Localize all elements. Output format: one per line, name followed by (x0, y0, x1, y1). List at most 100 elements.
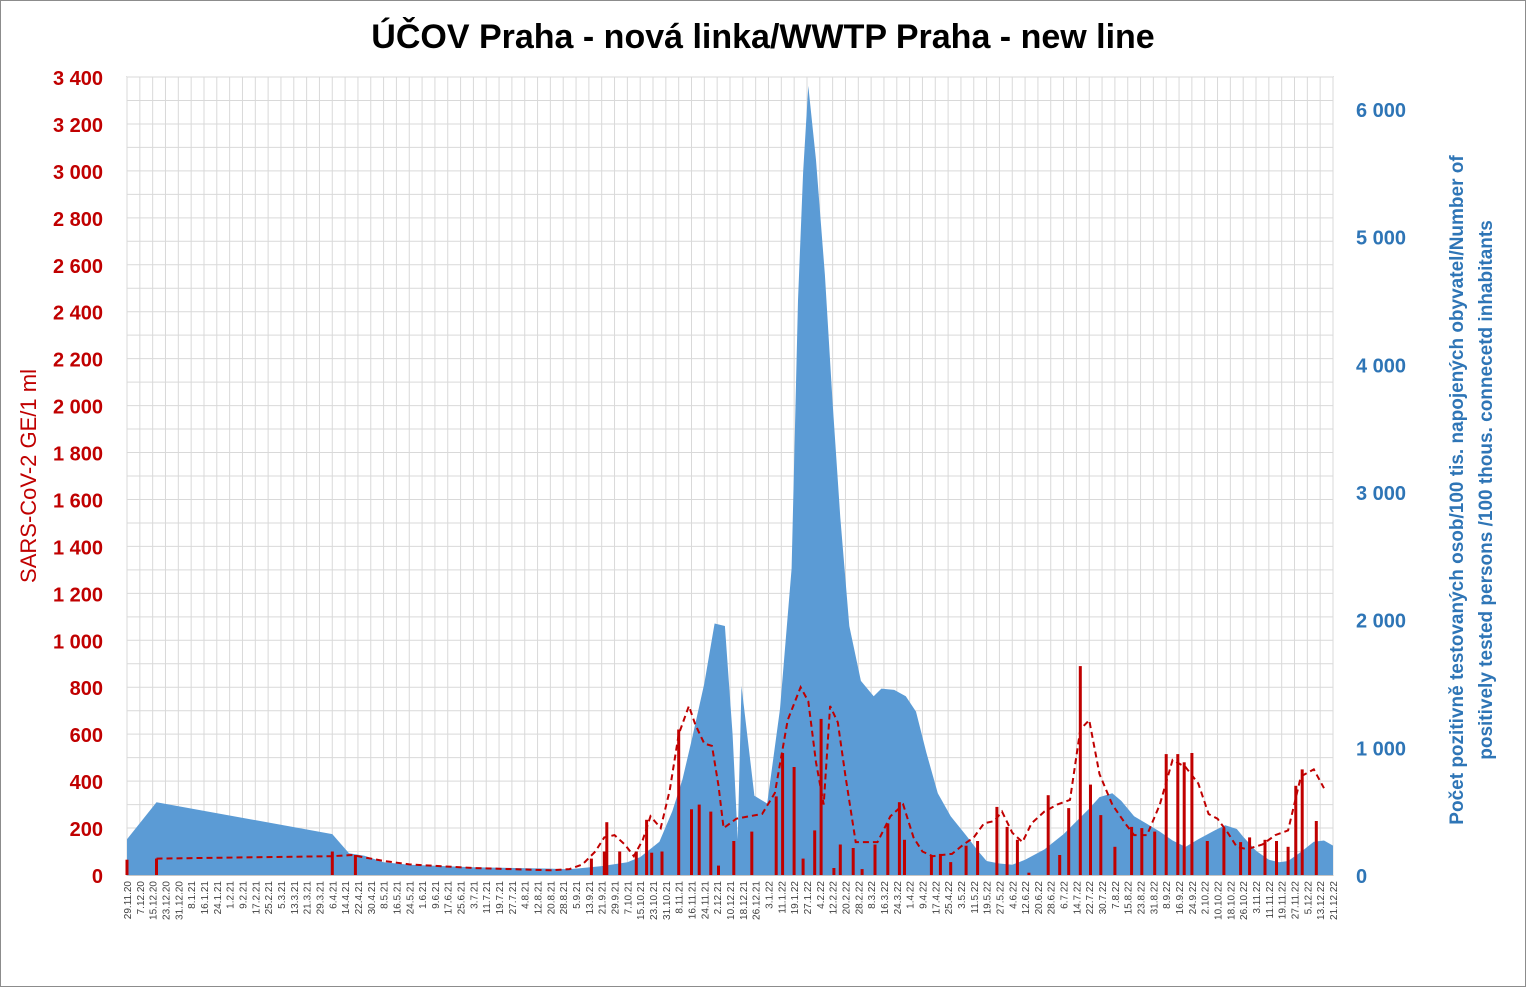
rna-concentration-bar (589, 858, 593, 875)
rna-concentration-bar (1294, 785, 1298, 875)
x-tick-label: 17.6.21 (444, 881, 455, 915)
rna-concentration-bar (838, 844, 842, 875)
rna-concentration-bar (1153, 831, 1157, 875)
x-tick-label: 21.9.21 (598, 881, 609, 915)
rna-concentration-bar (1113, 846, 1117, 875)
x-tick-label: 12.2.22 (829, 881, 840, 915)
x-tick-label: 16.11.21 (688, 881, 699, 920)
x-tick-label: 16.9.22 (1175, 881, 1186, 915)
y-right-tick-label: 3 000 (1356, 483, 1406, 505)
rna-concentration-bar (677, 729, 681, 875)
x-tick-label: 23.8.22 (1137, 881, 1148, 915)
moving-average-line (156, 684, 1325, 872)
rna-concentration-bar (819, 718, 823, 875)
rna-concentration-bar (618, 851, 622, 875)
x-tick-label: 11.11.22 (1265, 881, 1276, 919)
rna-concentration-bar (1205, 841, 1209, 875)
x-tick-label: 13.9.21 (585, 881, 596, 915)
x-tick-label: 26.12.21 (752, 881, 763, 920)
rna-concentration-bar (832, 868, 836, 875)
y-left-tick-label: 2 400 (53, 303, 103, 325)
rna-concentration-bar (650, 852, 654, 875)
x-tick-label: 23.12.20 (162, 881, 173, 920)
y-left-tick-label: 200 (70, 819, 103, 841)
chart-title: ÚČOV Praha - nová linka/WWTP Praha - new… (371, 18, 1155, 56)
x-tick-label: 6.4.21 (328, 881, 339, 909)
rna-concentration-bar (709, 811, 713, 875)
y-left-tick-label: 1 000 (53, 631, 103, 653)
rna-concentration-bar (964, 845, 968, 875)
rna-concentration-bar (1286, 846, 1290, 875)
rna-concentration-bar (602, 851, 606, 875)
x-tick-label: 27.11.22 (1291, 881, 1302, 920)
rna-concentration-bar (873, 844, 877, 875)
x-tick-label: 18.12.21 (739, 881, 750, 920)
y-left-tick-label: 1 200 (53, 584, 103, 606)
x-tick-label: 5.3.21 (277, 881, 288, 909)
x-tick-label: 28.8.21 (559, 881, 570, 915)
x-tick-label: 15.8.22 (1124, 881, 1135, 915)
rna-concentration-bar (1005, 826, 1009, 875)
y-right-tick-label: 6 000 (1356, 100, 1406, 122)
rna-concentration-bar (697, 804, 701, 875)
x-tick-label: 22.7.22 (1085, 881, 1096, 915)
x-tick-label: 28.6.22 (1047, 881, 1058, 915)
rna-concentration-bar (330, 851, 334, 875)
rna-concentration-bar (1140, 828, 1144, 875)
rna-concentration-bar (1248, 837, 1252, 875)
rna-concentration-bar (605, 822, 609, 875)
rna-concentration-bar (1046, 795, 1050, 875)
y-left-tick-label: 0 (92, 866, 103, 888)
y-left-tick-label: 2 000 (53, 397, 103, 419)
y-left-axis-title: SARS-CoV-2 GE/1 ml (16, 369, 41, 583)
x-tick-label: 30.4.21 (367, 881, 378, 915)
x-tick-label: 8.1.21 (187, 881, 198, 909)
y-left-tick-label: 3 000 (53, 162, 103, 184)
x-tick-label: 14.7.22 (1072, 881, 1083, 915)
x-tick-label: 26.10.22 (1239, 881, 1250, 920)
positive-cases-area (127, 85, 1333, 875)
rna-concentration-bar (995, 806, 999, 875)
rna-concentration-bar (1176, 754, 1180, 875)
x-tick-label: 12.6.22 (1021, 881, 1032, 915)
x-tick-label: 2.12.21 (713, 881, 724, 915)
x-tick-label: 14.4.21 (341, 881, 352, 915)
rna-concentration-bar (813, 830, 817, 875)
x-tick-label: 8.9.22 (1162, 881, 1173, 909)
x-tick-label: 11.1.22 (777, 881, 788, 914)
rna-concentration-bar (1089, 784, 1092, 875)
rna-concentration-bar (903, 839, 906, 875)
rna-concentration-bar (1130, 826, 1134, 875)
x-tick-label: 21.12.22 (1329, 881, 1340, 920)
y-left-tick-label: 1 800 (53, 444, 103, 466)
y-left-tick-label: 3 200 (53, 115, 103, 137)
x-tick-label: 15.12.20 (149, 881, 160, 920)
rna-concentration-bar (1314, 821, 1318, 875)
rna-concentration-bar (929, 855, 933, 875)
x-tick-label: 7.12.20 (136, 881, 147, 915)
rna-concentration-bar (1275, 841, 1278, 875)
x-tick-label: 23.10.21 (649, 881, 660, 920)
rna-concentration-bar (1222, 828, 1226, 875)
x-tick-label: 20.6.22 (1034, 881, 1045, 915)
y-right-tick-label: 5 000 (1356, 228, 1406, 250)
x-tick-label: 16.3.22 (880, 881, 891, 915)
rna-concentration-bar (1099, 815, 1103, 875)
x-tick-label: 11.5.22 (970, 881, 981, 914)
rna-concentration-bar (353, 855, 357, 875)
x-tick-label: 11.7.21 (482, 881, 493, 914)
rna-concentration-bar (645, 819, 649, 875)
y-right-tick-label: 2 000 (1356, 611, 1406, 633)
x-tick-label: 8.3.22 (867, 881, 878, 909)
x-tick-label: 7.10.21 (623, 881, 634, 915)
x-tick-label: 8.5.21 (380, 881, 391, 909)
x-tick-label: 27.7.21 (508, 881, 519, 915)
x-tick-label: 20.8.21 (546, 881, 557, 915)
x-tick-label: 28.2.22 (854, 881, 865, 915)
y-left-tick-label: 2 200 (53, 350, 103, 372)
x-tick-label: 9.4.22 (918, 881, 929, 909)
x-tick-label: 8.11.21 (675, 881, 686, 914)
y-right-tick-label: 4 000 (1356, 355, 1406, 377)
x-tick-label: 27.5.22 (995, 881, 1006, 915)
